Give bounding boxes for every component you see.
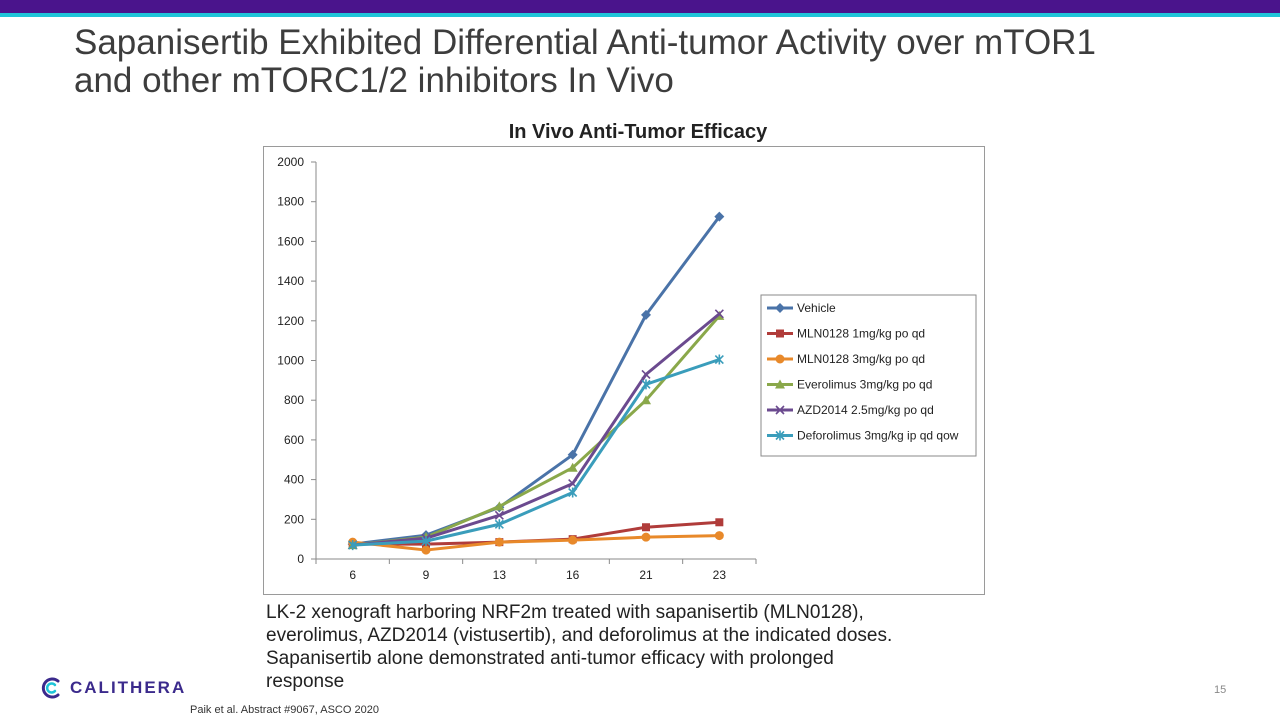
data-point [494,519,504,530]
calithera-logo: CALITHERA [40,674,186,702]
data-point [494,510,504,520]
data-point [568,535,578,545]
y-tick-label: 2000 [277,155,304,169]
x-tick-label: 23 [713,568,727,582]
data-point [715,518,724,527]
legend-marker [775,405,785,415]
y-tick-label: 200 [284,512,304,526]
data-point [641,369,651,379]
data-point [567,462,578,472]
caption-line: LK-2 xenograft harboring NRF2m treated w… [266,602,864,623]
x-tick-label: 16 [566,568,580,582]
data-point [348,540,358,551]
chart-frame: 0 200 400 600 800 1000 1200 1400 1600 1800 2000 6 9 1… [263,146,985,595]
legend-label: MLN0128 1mg/kg po qd [797,327,925,341]
y-tick-label: 1400 [277,274,304,288]
legend-marker [775,303,785,313]
data-point [567,449,578,460]
x-tick-label: 6 [349,568,356,582]
caption-line: everolimus, AZD2014 (vistusertib), and d… [266,625,893,646]
y-tick-label: 0 [297,552,304,566]
y-tick-label: 1200 [277,314,304,328]
caption-line: Sapanisertib alone demonstrated anti-tum… [266,648,834,669]
y-tick-label: 600 [284,433,304,447]
y-tick-label: 1000 [277,354,304,368]
data-point [421,536,431,547]
caption: LK-2 xenograft harboring NRF2m treated w… [266,601,996,693]
page-number: 15 [1214,684,1227,696]
slide-title-line-1: Sapanisertib Exhibited Differential Anti… [74,23,1096,62]
legend-label: AZD2014 2.5mg/kg po qd [797,403,934,417]
legend-marker [775,354,785,364]
legend-label: Everolimus 3mg/kg po qd [797,378,932,392]
legend-marker [776,329,784,338]
series-line [352,215,721,546]
x-tick-label: 21 [639,568,653,582]
series-6 [348,354,724,551]
slide-title: Sapanisertib Exhibited Differential Anti… [74,24,1214,100]
data-point [714,211,725,222]
y-tick-label: 800 [284,393,304,407]
data-point [714,531,724,541]
top-cyan-stripe [0,13,1280,17]
series-5 [348,309,724,550]
legend-label: Deforolimus 3mg/kg ip qd qow [797,429,959,443]
y-tick-label: 1800 [277,195,304,209]
legend-marker [775,430,785,441]
data-point [641,309,651,320]
y-tick-label: 400 [284,473,304,487]
series-4 [347,310,725,550]
data-point [714,354,724,365]
logo-text: CALITHERA [70,678,187,697]
caption-line: response [266,671,345,692]
citation: Paik et al. Abstract #9067, ASCO 2020 [190,704,379,716]
data-point [568,487,578,498]
x-tick-label: 9 [423,568,430,582]
series-line [352,534,720,552]
y-tick-label: 1600 [277,234,304,248]
data-point [641,532,651,542]
data-point [494,537,504,547]
series-line [352,358,720,547]
legend-label: MLN0128 3mg/kg po qd [797,352,925,366]
legend-label: Vehicle [797,301,836,315]
slide-title-line-2: and other mTORC1/2 inhibitors In Vivo [74,61,674,100]
data-point [494,501,505,511]
legend-box [760,294,977,457]
data-point [641,395,651,405]
data-point [714,309,724,319]
data-point [642,523,650,532]
legend-marker [775,379,785,389]
series-line [352,312,721,547]
top-accent-bar [0,0,1280,13]
chart-legend: Vehicle MLN0128 1mg/kg po qd MLN0128 3mg/k… [760,294,977,457]
calithera-logo-icon [41,677,60,699]
data-point [641,379,651,390]
x-tick-label: 13 [493,568,507,582]
chart-heading: In Vivo Anti-Tumor Efficacy [508,121,768,143]
series-line [352,314,721,547]
line-chart: 0 200 400 600 800 1000 1200 1400 1600 1800 2000 6 9 1… [277,155,977,582]
data-point [421,545,431,555]
